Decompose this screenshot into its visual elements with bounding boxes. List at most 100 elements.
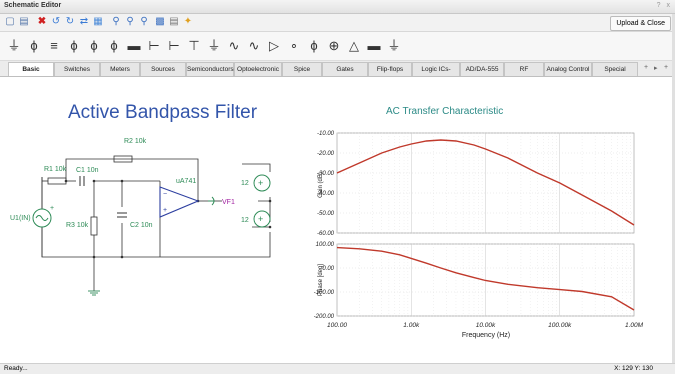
y-tick-label: -60.00 xyxy=(317,231,335,237)
grid-icon[interactable]: ▦ xyxy=(93,16,103,27)
src-plus: + xyxy=(50,205,54,212)
opamp-minus: − xyxy=(163,191,167,198)
y-tick-label: -40.00 xyxy=(317,191,335,197)
tab-semiconductors[interactable]: Semiconductors xyxy=(186,62,234,76)
tab-nav-next[interactable]: ▸ xyxy=(654,65,658,72)
label-c1: C1 10n xyxy=(76,167,99,174)
zoom-in-icon[interactable]: ⚲ xyxy=(112,16,120,27)
label-r1: R1 10k xyxy=(44,166,67,173)
tab-optoelectronic[interactable]: Optoelectronic xyxy=(234,62,282,76)
tab-switches[interactable]: Switches xyxy=(54,62,100,76)
ac-source-icon[interactable]: ϕ xyxy=(70,38,78,53)
status-text: Ready... xyxy=(4,365,28,372)
schematic-title: Active Bandpass Filter xyxy=(68,102,258,123)
x-tick-label: 100.00 xyxy=(327,322,347,329)
tab-analog-control[interactable]: Analog Control xyxy=(544,62,592,76)
tab-gates[interactable]: Gates xyxy=(322,62,368,76)
x-tick-label: 1.00M xyxy=(625,322,644,329)
resistor-r2 xyxy=(113,155,133,163)
y-tick-label: -10.00 xyxy=(317,131,335,137)
tab-meters[interactable]: Meters xyxy=(100,62,140,76)
status-bar: Ready... X: 129 Y: 130 xyxy=(0,363,675,374)
notes-icon[interactable]: ▩ xyxy=(155,16,165,27)
circuit-diagram: R1 10k C1 10n R2 10k R3 10k C2 10n − + u… xyxy=(10,138,272,296)
zoom-out-icon[interactable]: ⚲ xyxy=(126,16,134,27)
wizard-icon[interactable]: ✦ xyxy=(183,16,193,27)
resistor-icon[interactable]: ▬ xyxy=(127,38,141,53)
fuse-icon[interactable]: ▬ xyxy=(367,38,381,53)
ac-transfer-chart: -10.00 -20.00 -30.00 -40.00 -50.00 -60.00 100.… xyxy=(314,131,644,339)
x-tick-label: 10.00k xyxy=(476,322,496,329)
label-source: U1(IN) xyxy=(10,215,31,222)
capacitor-icon[interactable]: ⊢ xyxy=(168,38,180,53)
x-axis-label: Frequency (Hz) xyxy=(462,332,510,339)
label-probe: VF1 xyxy=(222,199,235,206)
wire-junction-icon[interactable]: ∘ xyxy=(289,38,299,53)
main-toolbar: ▢ ▤ ✖ ↺ ↻ ⇄ ▦ ⚲ ⚲ ⚲ ▩ ▤ ✦ Upload & Close xyxy=(0,14,675,32)
tab-nav-more[interactable]: + xyxy=(664,64,669,71)
label-c2: C2 10n xyxy=(130,222,153,229)
svg-text:+: + xyxy=(258,178,263,188)
inverter-icon[interactable]: ϕ xyxy=(310,38,318,53)
label-v-bottom: 12 xyxy=(241,217,249,224)
ground-alt-icon[interactable]: ⏚ xyxy=(207,38,221,53)
title-bar: Schematic Editor ? x xyxy=(0,0,675,14)
label-opamp: uA741 xyxy=(176,178,196,185)
cursor-coordinates: X: 129 Y: 130 xyxy=(614,365,653,372)
diode-icon[interactable]: ▷ xyxy=(269,38,279,53)
vertical-scrollbar[interactable] xyxy=(672,14,675,363)
dc-source-icon[interactable]: ϕ xyxy=(90,38,98,53)
label-v-top: 12 xyxy=(241,180,249,187)
delete-icon[interactable]: ✖ xyxy=(37,16,47,27)
tab-sources[interactable]: Sources xyxy=(140,62,186,76)
probe-icon xyxy=(211,196,215,206)
y-tick-label: 0.00 xyxy=(322,266,334,272)
capacitor-polarized-icon[interactable]: ≡ xyxy=(50,38,58,53)
bulb-icon[interactable]: ⊕ xyxy=(328,38,340,53)
inductor-icon[interactable]: ⊤ xyxy=(188,38,200,53)
potentiometer-icon[interactable]: △ xyxy=(349,38,359,53)
save-icon[interactable]: ▤ xyxy=(19,16,29,27)
tab-logic-ics[interactable]: Logic ICs-MCUs xyxy=(412,62,460,87)
gain-axis-label: Gain (dB) xyxy=(318,172,324,198)
gain-series-line xyxy=(336,139,635,226)
dc-source-bottom xyxy=(253,210,271,228)
y-tick-label: 100.00 xyxy=(316,242,335,248)
y-tick-label: -200.00 xyxy=(314,314,335,320)
antenna-icon[interactable]: ⏚ xyxy=(387,38,401,53)
tab-flip-flops[interactable]: Flip-flops xyxy=(368,62,412,76)
flip-icon[interactable]: ⇄ xyxy=(79,16,89,27)
battery-icon[interactable]: ϕ xyxy=(30,38,38,53)
tab-basic[interactable]: Basic xyxy=(8,62,54,76)
tab-nav-prev[interactable]: + xyxy=(644,64,649,71)
label-r3: R3 10k xyxy=(66,222,89,229)
x-tick-label: 1.00k xyxy=(403,322,420,329)
y-tick-label: -100.00 xyxy=(314,290,335,296)
rotate-right-icon[interactable]: ↻ xyxy=(65,16,75,27)
zoom-fit-icon[interactable]: ⚲ xyxy=(140,16,148,27)
component-tabs: Basic Switches Meters Sources Semiconduc… xyxy=(0,61,675,87)
tab-spice-macros[interactable]: Spice Macros xyxy=(282,62,322,87)
transformer-icon[interactable]: ∿ xyxy=(228,38,240,53)
switch-icon[interactable]: ⊢ xyxy=(148,38,160,53)
coupled-inductor-icon[interactable]: ∿ xyxy=(248,38,260,53)
upload-close-button[interactable]: Upload & Close xyxy=(610,16,671,31)
bill-of-materials-icon[interactable]: ▤ xyxy=(169,16,179,27)
label-r2: R2 10k xyxy=(124,138,147,145)
opamp-plus: + xyxy=(163,207,167,214)
window-title: Schematic Editor xyxy=(4,2,62,9)
y-tick-label: -30.00 xyxy=(317,171,335,177)
new-document-icon[interactable]: ▢ xyxy=(5,16,15,27)
tab-ad-da[interactable]: AD/DA-555 xyxy=(460,62,504,76)
tab-special[interactable]: Special xyxy=(592,62,638,76)
current-source-icon[interactable]: ϕ xyxy=(110,38,118,53)
rotate-left-icon[interactable]: ↺ xyxy=(51,16,61,27)
y-tick-label: -20.00 xyxy=(317,151,335,157)
tab-rf[interactable]: RF xyxy=(504,62,544,76)
x-tick-label: 100.00k xyxy=(548,322,572,329)
opamp-symbol xyxy=(159,186,200,218)
schematic-canvas[interactable]: Active Bandpass Filter AC Transfer Chara… xyxy=(0,77,675,363)
ground-icon[interactable]: ⏚ xyxy=(7,38,21,53)
window-controls[interactable]: ? x xyxy=(656,2,672,9)
chart-title: AC Transfer Characteristic xyxy=(386,106,504,117)
